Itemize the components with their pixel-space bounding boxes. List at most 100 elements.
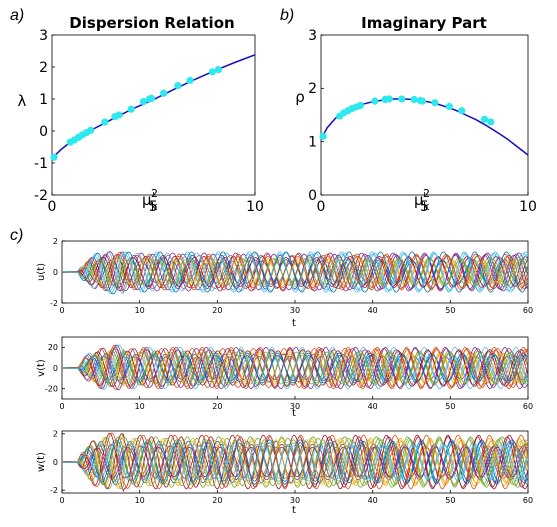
dispersion-y-tick-label: 2 xyxy=(39,60,48,76)
dispersion-marker xyxy=(115,111,123,119)
v-series-series-line xyxy=(62,348,528,391)
u-series-y-tick-label: 2 xyxy=(53,237,58,246)
v-series-x-tick-label: 50 xyxy=(445,402,455,411)
imaginary-marker xyxy=(356,101,364,109)
dispersion-y-tick-label: 3 xyxy=(39,28,48,44)
v-series-series-group xyxy=(62,344,528,391)
chart-title-a: Dispersion Relation xyxy=(69,14,234,32)
w-series-series-group xyxy=(62,432,528,493)
dispersion-marker xyxy=(139,97,147,106)
u-series-series-line xyxy=(62,251,528,292)
w-series-x-tick-label: 0 xyxy=(59,496,64,505)
w-series-x-tick-label: 10 xyxy=(135,496,145,505)
dispersion-marker xyxy=(214,65,223,74)
v-series-x-tick-label: 20 xyxy=(212,402,222,411)
u-series-series-line xyxy=(62,251,528,294)
dispersion-x-tick-label: 0 xyxy=(48,199,57,215)
panel-label-b: b) xyxy=(280,7,294,24)
w-series-series-line xyxy=(62,443,528,479)
imaginary-marker xyxy=(371,97,379,105)
imaginary-y-tick-label: 1 xyxy=(308,135,317,151)
w-series-x-tick-label: 60 xyxy=(523,496,533,505)
v-series-series-line xyxy=(62,347,528,391)
dispersion-marker xyxy=(147,94,156,102)
v-series-x-tick-label: 30 xyxy=(290,402,300,411)
u-series-y-tick-label: 0 xyxy=(53,268,58,277)
dispersion-y-tick-label: 1 xyxy=(39,92,48,108)
dispersion-marker xyxy=(127,105,135,113)
x-axis-label-b-base: μ xyxy=(414,191,424,209)
w-series-y-tick-label: 2 xyxy=(53,430,58,439)
panel-label-c: c) xyxy=(10,227,23,244)
u-series-series-line xyxy=(62,253,528,292)
imaginary-part-chart: Imaginary Part ρ μ k 2 0 5 10 0 1 2 3 xyxy=(295,14,537,215)
dispersion-marker xyxy=(101,118,109,126)
u-series-x-tick-label: 60 xyxy=(523,306,533,315)
w-series-x-tick-label: 50 xyxy=(445,496,455,505)
v-series-series-line xyxy=(62,352,528,384)
dispersion-x-tick-label: 10 xyxy=(246,199,264,215)
imaginary-marker xyxy=(487,118,495,126)
dispersion-marker xyxy=(86,126,95,134)
x-axis-label-u: t xyxy=(292,318,296,329)
w-series-x-tick-label: 30 xyxy=(290,496,300,505)
imaginary-marker xyxy=(458,107,466,115)
x-axis-label-b: μ k 2 xyxy=(414,187,430,213)
imaginary-y-tick-label: 3 xyxy=(308,28,317,44)
w-series-series-line xyxy=(62,432,528,493)
imaginary-marker xyxy=(480,115,489,123)
u-series-x-tick-label: 50 xyxy=(445,306,455,315)
x-axis-label-v: t xyxy=(292,408,296,419)
y-axis-label-u: u(t) xyxy=(36,263,47,281)
imaginary-x-tick-label: 5 xyxy=(420,199,429,215)
v-series-series-line xyxy=(62,344,528,390)
imaginary-marker xyxy=(431,99,439,107)
chart-title-b: Imaginary Part xyxy=(361,14,487,32)
dispersion-marker xyxy=(208,68,216,76)
x-axis-label-b-sup: 2 xyxy=(423,187,430,200)
x-axis-label-a-base: μ xyxy=(142,191,152,209)
dispersion-marker xyxy=(50,153,58,161)
imaginary-y-tick-label: 2 xyxy=(308,81,317,97)
imaginary-marker xyxy=(319,132,327,140)
w-time-series-chart: w(t) t 0 10 20 30 40 50 60-202 xyxy=(36,430,533,516)
v-series-x-tick-label: 60 xyxy=(523,402,533,411)
y-axis-label-w: w(t) xyxy=(36,452,47,472)
w-series-series-line xyxy=(62,436,528,486)
u-series-series-line xyxy=(62,254,528,289)
u-series-series-group xyxy=(62,251,528,295)
dispersion-marker xyxy=(160,89,168,97)
dispersion-y-tick-label: 0 xyxy=(39,124,48,140)
dispersion-y-tick-label: -2 xyxy=(34,188,48,204)
imaginary-x-tick-label: 10 xyxy=(519,199,537,215)
dispersion-y-tick-label: -1 xyxy=(34,156,48,172)
imaginary-marker xyxy=(385,95,393,103)
x-axis-label-a-sub: k xyxy=(151,200,158,213)
w-series-y-tick-label: 0 xyxy=(53,458,58,467)
w-series-x-tick-label: 20 xyxy=(212,496,222,505)
y-axis-label-v: v(t) xyxy=(36,359,47,377)
u-series-x-tick-label: 40 xyxy=(368,306,378,315)
dispersion-curve xyxy=(51,54,256,159)
dispersion-x-tick-label: 5 xyxy=(149,199,158,215)
w-series-series-line xyxy=(62,433,528,490)
dispersion-relation-chart: Dispersion Relation λ μ k 2 0 5 10 -2 -1 0 1 2 3 xyxy=(18,14,264,215)
v-series-series-line xyxy=(62,355,528,381)
v-series-y-tick-label: 20 xyxy=(48,343,58,352)
x-axis-label-a: μ k 2 xyxy=(142,187,158,213)
v-series-x-tick-label: 10 xyxy=(135,402,145,411)
u-series-x-tick-label: 0 xyxy=(59,306,64,315)
imaginary-x-tick-label: 0 xyxy=(317,199,326,215)
u-series-series-line xyxy=(62,251,528,295)
v-series-y-tick-label: -20 xyxy=(45,384,58,393)
v-series-series-line xyxy=(62,347,528,387)
u-series-series-line xyxy=(62,251,528,295)
u-series-x-tick-label: 30 xyxy=(290,306,300,315)
dispersion-plot-frame xyxy=(51,34,256,196)
imaginary-plot-frame xyxy=(320,34,529,196)
u-series-series-line xyxy=(62,259,528,286)
u-time-series-chart: u(t) t 0 10 20 30 40 50 60-202 xyxy=(36,237,533,329)
imaginary-marker xyxy=(398,95,406,103)
imaginary-marker xyxy=(445,102,453,111)
